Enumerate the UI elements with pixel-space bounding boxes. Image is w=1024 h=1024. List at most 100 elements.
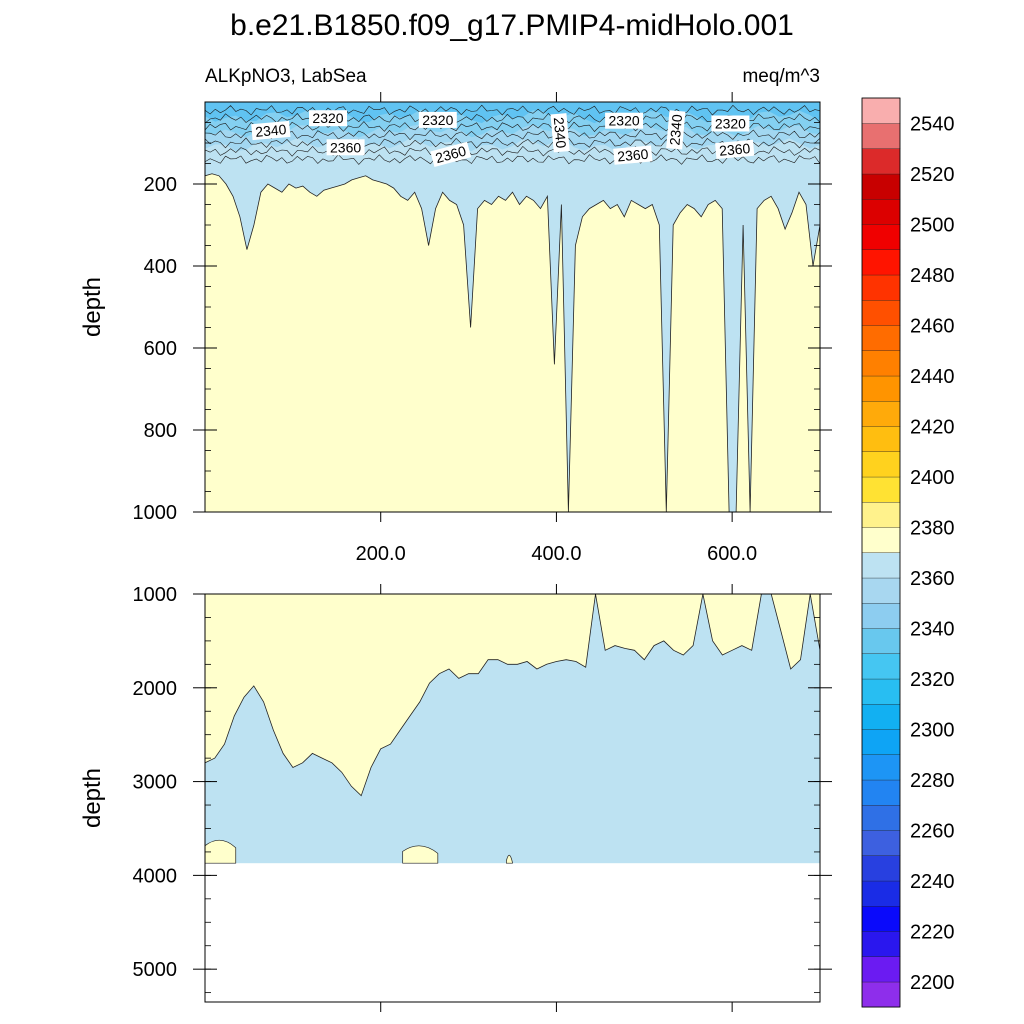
colorbar-label: 2280 — [910, 770, 955, 792]
colorbar-swatch — [861, 880, 901, 907]
colorbar-swatch — [861, 754, 901, 781]
y-tick-label: 1000 — [133, 502, 178, 524]
contour-label-text: 2320 — [312, 110, 343, 126]
colorbar-label: 2380 — [910, 517, 955, 539]
y-tick-label: 800 — [144, 420, 177, 442]
upper-panel: 2340 2320 2360 2320 2360 2340 2320 2360 2340 2320… — [79, 92, 832, 565]
y-tick-label: 400 — [144, 256, 177, 278]
contour-label-2: 2360 — [326, 139, 365, 156]
y-axis-label: depth — [79, 277, 106, 337]
colorbar-swatch — [861, 476, 901, 503]
contour-label-bg — [605, 112, 644, 129]
contour-label-9: 2320 — [711, 115, 750, 132]
contour-label-3: 2320 — [418, 111, 457, 128]
upper-plot-area: 2340 2320 2360 2320 2360 2340 2320 2360 2340 2320… — [205, 102, 820, 512]
contour-label-1: 2320 — [309, 110, 347, 127]
colorbar-swatch — [861, 325, 901, 351]
y-axis-label: depth — [79, 768, 106, 828]
colorbar-label: 2300 — [910, 719, 955, 741]
contour-label-bg — [326, 139, 365, 156]
colorbar-swatch — [861, 628, 901, 654]
colorbar-label: 2260 — [910, 820, 955, 842]
contour-label-bg — [613, 145, 653, 165]
x-tick-label: 600.0 — [707, 543, 757, 565]
contour-label-8: 2340 — [666, 110, 686, 150]
contour-label-bg — [251, 120, 291, 141]
colorbar-label: 2360 — [910, 568, 955, 590]
upper-fill-2360 — [205, 102, 820, 512]
colorbar-frame — [861, 97, 901, 1008]
colorbar-label: 2340 — [910, 618, 955, 640]
x-tick-label: 200.0 — [356, 543, 406, 565]
colorbar-swatch — [861, 602, 901, 629]
colorbar-swatch — [861, 981, 901, 1008]
colorbar-label: 2400 — [910, 467, 955, 489]
colorbar-swatch — [861, 224, 901, 250]
y-tick-label: 1000 — [133, 584, 178, 606]
colorbar-swatch — [861, 653, 901, 680]
colorbar-swatch — [861, 249, 901, 276]
colorbar-swatch — [861, 552, 901, 579]
contour-label-text: 2340 — [551, 116, 570, 149]
contour-label-bg — [715, 139, 755, 160]
contour-label-text: 2320 — [609, 113, 640, 129]
upper-band-2 — [205, 102, 820, 152]
colorbar-swatch — [861, 299, 901, 326]
colorbar-swatch — [861, 375, 901, 402]
lower-fill-2380 — [205, 594, 820, 797]
figure-title: b.e21.B1850.f09_g17.PMIP4-midHolo.001 — [230, 9, 794, 42]
colorbar-label: 2200 — [910, 972, 955, 994]
colorbar-swatch — [861, 804, 901, 831]
colorbar-label: 2220 — [910, 921, 955, 943]
contour-label-6: 2320 — [605, 112, 644, 129]
colorbar-label: 2540 — [910, 113, 955, 135]
contour-label-10: 2360 — [715, 139, 755, 160]
contour-label-text: 2360 — [434, 143, 468, 167]
contour-label-bg — [430, 141, 472, 167]
colorbar-swatch — [861, 905, 901, 932]
deep-pocket-0 — [205, 839, 237, 864]
contour-label-text: 2320 — [715, 116, 746, 132]
contour-label-text: 2340 — [666, 113, 685, 146]
colorbar-swatch — [861, 350, 901, 377]
contour-label-5: 2340 — [550, 113, 570, 153]
colorbar-label: 2520 — [910, 164, 955, 186]
colorbar-swatch — [861, 97, 901, 124]
y-tick-label: 5000 — [133, 959, 178, 981]
colorbar-swatch — [861, 400, 901, 427]
colorbar-label: 2440 — [910, 366, 955, 388]
contour-label-7: 2360 — [613, 145, 653, 165]
upper-contour-line — [205, 129, 820, 141]
colorbar-swatch — [861, 148, 901, 175]
contour-label-text: 2320 — [422, 112, 453, 128]
y-tick-label: 4000 — [133, 865, 178, 887]
colorbar-label: 2420 — [910, 416, 955, 438]
colorbar-swatch — [861, 123, 901, 149]
contour-label-text: 2340 — [255, 121, 288, 140]
colorbar-swatch — [861, 451, 901, 478]
colorbar-swatch — [861, 855, 901, 882]
colorbar-swatch — [861, 426, 901, 452]
contour-label-bg — [711, 115, 750, 132]
lower-frame — [204, 593, 821, 1003]
colorbar-label: 2320 — [910, 669, 955, 691]
colorbar-swatch — [861, 527, 901, 553]
colorbar-swatch — [861, 703, 901, 730]
contour-label-bg — [550, 113, 570, 153]
colorbar-label: 2480 — [910, 265, 955, 287]
colorbar-swatch — [861, 173, 901, 200]
contour-label-0: 2340 — [251, 120, 291, 141]
colorbar-swatch — [861, 501, 901, 528]
colorbar-swatch — [861, 678, 901, 705]
contour-label-bg — [309, 110, 347, 127]
colorbar-swatch — [861, 577, 901, 604]
colorbar-swatch — [861, 198, 901, 225]
y-tick-label: 2000 — [133, 678, 178, 700]
colorbar-swatch — [861, 956, 901, 983]
lower-panel: 1000 2000 3000 4000 5000 depth — [79, 584, 832, 1012]
subtitle-left: ALKpNO3, LabSea — [205, 66, 367, 87]
contour-label-4: 2360 — [430, 141, 472, 167]
subtitle-right: meq/m^3 — [742, 66, 820, 87]
colorbar-label: 2240 — [910, 871, 955, 893]
